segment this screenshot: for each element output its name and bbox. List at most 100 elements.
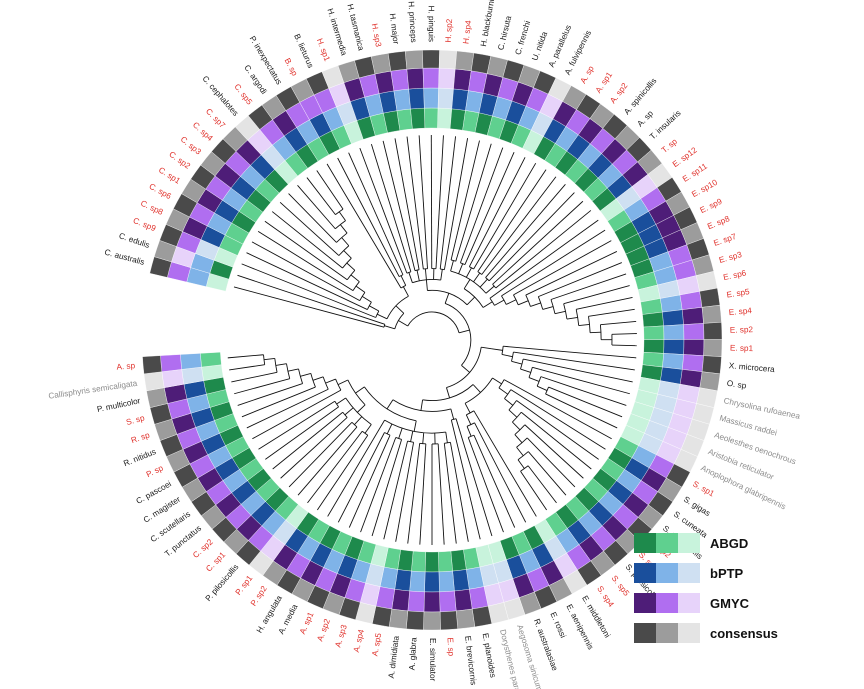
tree-branch <box>450 140 480 261</box>
tree-branch <box>437 443 445 545</box>
tree-branch <box>501 354 513 358</box>
tip-label: R. nitidus <box>122 447 157 468</box>
legend-swatch <box>678 623 700 643</box>
tip-label: C. sp7 <box>204 107 227 131</box>
tree-branch <box>312 376 324 381</box>
phylogenetic-tree <box>227 134 637 545</box>
ring-segment-consensus <box>439 610 458 631</box>
tree-branch <box>424 268 427 280</box>
tip-label: A. sp2 <box>608 81 629 105</box>
tree-branch <box>337 432 385 523</box>
ring-segment-consensus <box>703 322 723 340</box>
legend-swatch <box>678 593 700 613</box>
ring-segment-consensus <box>388 608 409 630</box>
tree-arc <box>386 295 409 320</box>
tip-label: E. sp3 <box>718 250 743 265</box>
tree-arc <box>504 389 512 399</box>
tree-branch <box>517 459 525 469</box>
tip-label: C. sp1 <box>157 165 182 185</box>
tree-arc <box>444 303 472 366</box>
legend-swatch <box>634 563 656 583</box>
tree-branch <box>377 313 388 320</box>
ring-segment-gmyc <box>423 591 441 613</box>
tree-branch <box>455 418 493 537</box>
tree-branch <box>485 184 566 278</box>
tree-branch <box>360 437 397 533</box>
tree-branch <box>416 270 420 281</box>
ring-segment-consensus <box>472 605 493 628</box>
tree-arc <box>575 309 580 326</box>
ring-segment-consensus <box>438 49 457 70</box>
tree-branch <box>407 443 421 544</box>
tree-branch <box>241 263 376 318</box>
tree-branch <box>495 210 592 289</box>
tip-label: E. sp4 <box>728 306 752 317</box>
tree-branch <box>287 368 299 372</box>
tree-branch <box>588 308 635 317</box>
tree-branch <box>386 399 394 410</box>
tree-branch <box>518 300 529 306</box>
tip-label: H. sp1 <box>315 37 332 63</box>
ring-segment-gmyc <box>391 589 410 612</box>
tip-label: S. sp4 <box>595 584 616 609</box>
tree-arc <box>440 268 445 271</box>
tree-branch <box>492 377 502 385</box>
tree-arc <box>383 324 386 328</box>
tree-branch <box>410 431 414 442</box>
tree-branch <box>271 211 343 269</box>
tip-label: A. sp4 <box>352 628 366 653</box>
ring-segment-abgd <box>643 325 665 340</box>
tree-arc <box>375 310 380 318</box>
tree-branch <box>473 410 537 517</box>
ring-segment-abgd <box>438 550 453 573</box>
tree-branch <box>504 398 514 406</box>
tree-branch <box>458 329 470 334</box>
tree-branch <box>526 437 576 488</box>
tip-label: C. sp1 <box>204 550 227 574</box>
tree-branch <box>523 358 633 383</box>
ring-segment-bptp <box>662 309 684 327</box>
tree-arc <box>466 410 475 416</box>
tip-label: B. lieturus <box>292 33 315 70</box>
tree-branch <box>346 262 356 271</box>
tree-branch <box>468 157 526 267</box>
ring-segment-abgd <box>424 107 439 129</box>
ring-segment-bptp <box>424 571 440 593</box>
tree-branch <box>491 348 503 351</box>
tree-branch <box>344 407 354 416</box>
tree-branch <box>465 414 472 425</box>
tree-branch <box>338 211 346 221</box>
tree-branch <box>237 274 385 325</box>
tip-label: P. sp <box>145 463 165 479</box>
tip-label: C. sp8 <box>139 199 165 217</box>
tip-label: E. sp11 <box>681 161 709 183</box>
tree-branch <box>337 157 400 277</box>
tree-branch <box>343 250 352 259</box>
tree-branch <box>275 363 287 366</box>
tree-branch <box>413 420 417 432</box>
tip-label: R. sp <box>130 430 151 445</box>
tree-branch <box>445 432 448 443</box>
tree-branch <box>257 230 354 292</box>
legend-swatch <box>634 623 656 643</box>
tree-branch <box>513 240 612 296</box>
tip-label: A. sp <box>636 109 656 129</box>
tree-branch <box>316 170 344 210</box>
tree-arc <box>599 324 602 340</box>
tree-branch <box>511 360 523 365</box>
tip-label: E. planoides <box>481 632 498 678</box>
tree-arc <box>545 386 549 395</box>
ring-segment-consensus <box>142 355 163 375</box>
legend-row-gmyc: GMYC <box>634 593 750 613</box>
tree-branch <box>341 237 350 247</box>
tree-branch <box>272 411 344 470</box>
tree-branch <box>364 424 372 434</box>
tip-label: E. sp10 <box>690 178 719 200</box>
tree-branch <box>384 325 395 330</box>
tree-branch <box>435 135 444 269</box>
tree-branch <box>590 331 601 334</box>
tree-arc <box>286 363 291 379</box>
ring-segment-consensus <box>701 355 722 375</box>
tip-label: S. gigas <box>682 495 712 518</box>
tree-branch <box>481 176 557 275</box>
